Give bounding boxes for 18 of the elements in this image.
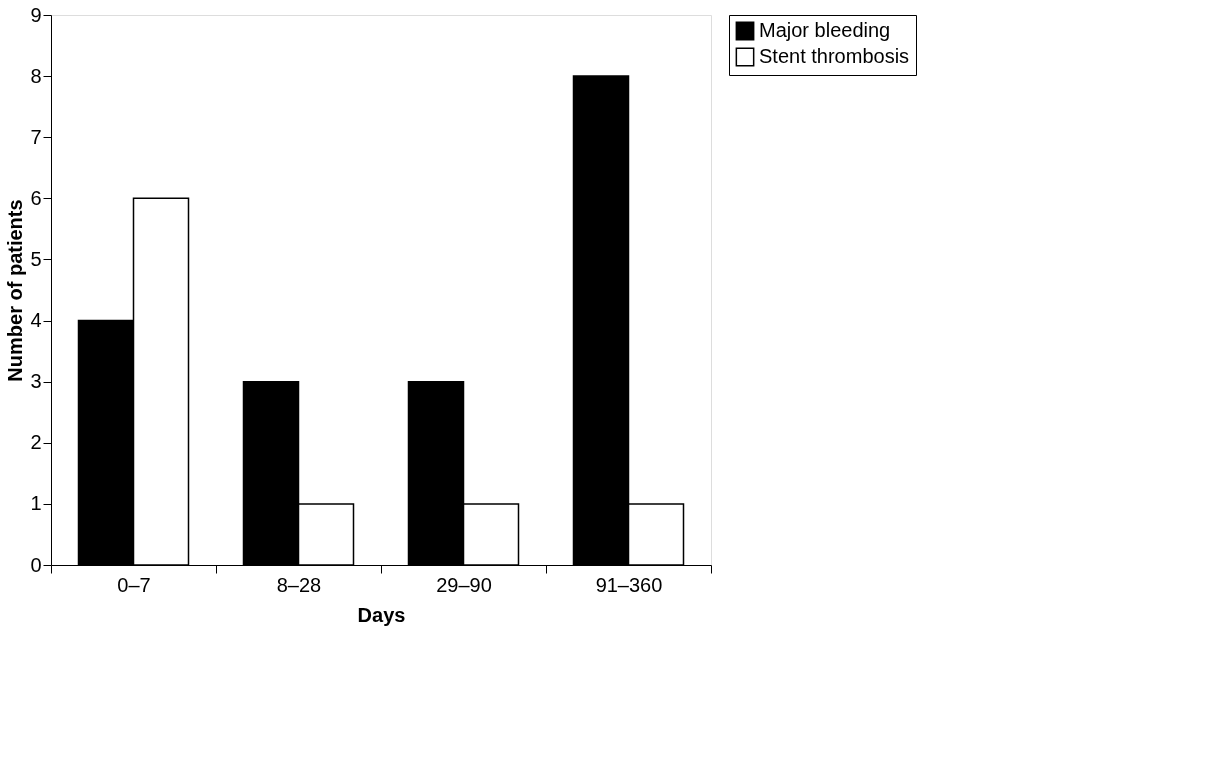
y-tick-label: 0 bbox=[30, 553, 42, 576]
x-tick-label: 8–28 bbox=[276, 573, 322, 596]
y-tick-label: 4 bbox=[30, 309, 42, 332]
legend-label: Major bleeding bbox=[759, 19, 891, 41]
y-tick-label: 5 bbox=[30, 247, 42, 270]
x-tick-label: 0–7 bbox=[117, 573, 151, 596]
legend-label: Stent thrombosis bbox=[759, 45, 910, 67]
x-tick-label: 29–90 bbox=[436, 573, 492, 596]
y-tick-label: 2 bbox=[30, 431, 42, 454]
y-tick-label: 8 bbox=[30, 64, 42, 87]
y-tick-label: 9 bbox=[30, 3, 42, 26]
y-tick-label: 1 bbox=[30, 492, 42, 515]
x-axis-title: Days bbox=[357, 603, 406, 626]
y-tick-label: 7 bbox=[30, 125, 42, 148]
y-axis-title: Number of patients bbox=[4, 199, 27, 382]
y-tick-label: 3 bbox=[30, 370, 42, 393]
x-tick-label: 91–360 bbox=[595, 573, 663, 596]
y-tick-label: 6 bbox=[30, 186, 42, 209]
